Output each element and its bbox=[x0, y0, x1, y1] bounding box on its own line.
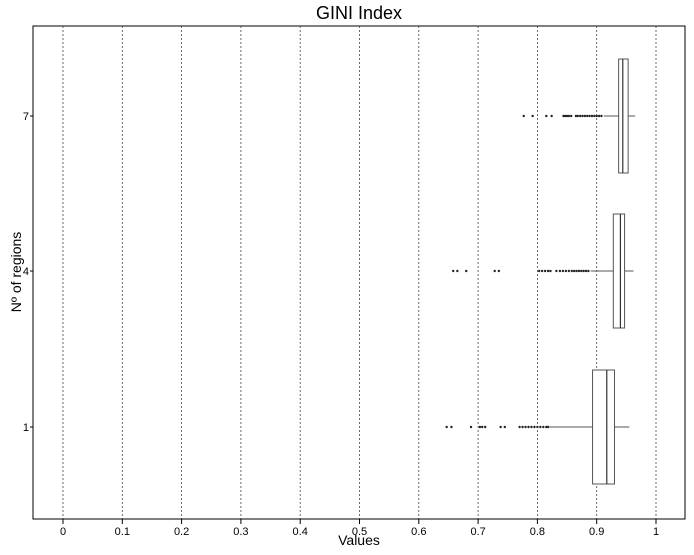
outlier-point bbox=[522, 114, 525, 118]
x-tick-label: 0.4 bbox=[293, 526, 308, 538]
outlier-point bbox=[543, 269, 547, 273]
outlier-point bbox=[561, 269, 565, 273]
box-layer bbox=[445, 58, 636, 485]
outlier-point bbox=[527, 425, 530, 429]
outlier-point bbox=[546, 425, 550, 429]
x-tick-label: 0.2 bbox=[174, 526, 189, 538]
outlier-point bbox=[537, 269, 541, 273]
box-group-4 bbox=[451, 213, 634, 329]
plot-frame bbox=[32, 25, 686, 520]
outlier-point bbox=[469, 425, 473, 429]
outlier-point bbox=[539, 425, 542, 429]
outlier-point bbox=[465, 269, 468, 273]
outlier-point bbox=[542, 425, 545, 429]
outlier-point bbox=[584, 269, 588, 273]
outlier-point bbox=[597, 114, 601, 118]
box-group-1 bbox=[445, 369, 630, 485]
outlier-point bbox=[595, 114, 598, 118]
grid-layer bbox=[62, 26, 657, 519]
outlier-point bbox=[536, 425, 539, 429]
outlier-point bbox=[550, 114, 553, 118]
x-tick-label: 0.7 bbox=[470, 526, 485, 538]
x-tick-label: 0.9 bbox=[589, 526, 604, 538]
outlier-point bbox=[583, 114, 587, 118]
outlier-point bbox=[451, 269, 455, 273]
outlier-point bbox=[540, 269, 544, 273]
outlier-point bbox=[499, 425, 502, 429]
outlier-point bbox=[555, 269, 558, 273]
outlier-point bbox=[590, 114, 594, 118]
y-axis-ticks: 1 4 7 bbox=[23, 111, 33, 434]
outlier-point bbox=[481, 425, 484, 429]
outlier-point bbox=[524, 425, 527, 429]
outlier-point bbox=[580, 269, 583, 273]
box-iqr bbox=[612, 213, 626, 329]
outlier-point bbox=[575, 269, 578, 273]
x-tick-label: 0.8 bbox=[530, 526, 545, 538]
outlier-point bbox=[564, 114, 567, 118]
outlier-point bbox=[450, 425, 453, 429]
outlier-point bbox=[582, 269, 585, 273]
outlier-point bbox=[570, 269, 573, 273]
x-tick-label: 0.6 bbox=[411, 526, 426, 538]
y-tick-label: 1 bbox=[23, 422, 29, 434]
outlier-point bbox=[549, 269, 552, 273]
x-tick-label: 0.5 bbox=[352, 526, 367, 538]
outlier-point bbox=[497, 269, 501, 273]
outlier-point bbox=[587, 269, 590, 273]
outlier-point bbox=[518, 425, 521, 429]
outlier-point bbox=[577, 269, 581, 273]
outlier-point bbox=[493, 269, 496, 273]
outlier-point bbox=[562, 114, 565, 118]
outlier-point bbox=[478, 425, 482, 429]
outlier-point bbox=[456, 269, 459, 273]
x-tick-label: 0.3 bbox=[233, 526, 248, 538]
y-tick-label: 7 bbox=[23, 111, 29, 123]
outlier-point bbox=[545, 114, 548, 118]
outlier-point bbox=[567, 269, 571, 273]
y-tick-label: 4 bbox=[23, 266, 29, 278]
outlier-point bbox=[600, 114, 603, 118]
outlier-point bbox=[576, 114, 579, 118]
outlier-point bbox=[565, 114, 569, 118]
box-iqr bbox=[592, 369, 615, 485]
x-tick-label: 0 bbox=[60, 526, 66, 538]
outlier-point bbox=[503, 425, 506, 429]
outlier-point bbox=[545, 425, 548, 429]
x-axis-ticks: 0 0.1 0.2 0.3 0.4 0.5 0.6 0.7 0.8 0.9 1 bbox=[60, 519, 659, 538]
outlier-point bbox=[567, 114, 571, 118]
outlier-point bbox=[588, 114, 591, 118]
outlier-point bbox=[572, 269, 576, 273]
outlier-point bbox=[578, 114, 582, 118]
box-group-7 bbox=[522, 58, 636, 174]
chart-title: GINI Index bbox=[316, 3, 402, 23]
outlier-point bbox=[530, 425, 533, 429]
outlier-point bbox=[558, 269, 562, 273]
outlier-point bbox=[521, 425, 524, 429]
outlier-point bbox=[570, 114, 573, 118]
outlier-point bbox=[564, 269, 568, 273]
outlier-point bbox=[533, 425, 536, 429]
outlier-point bbox=[531, 114, 534, 118]
x-tick-label: 1 bbox=[653, 526, 659, 538]
x-axis-label: Values bbox=[338, 532, 380, 548]
outlier-point bbox=[593, 114, 596, 118]
outlier-point bbox=[484, 425, 487, 429]
outlier-point bbox=[581, 114, 584, 118]
outlier-point bbox=[445, 425, 448, 429]
outlier-point bbox=[546, 269, 550, 273]
x-tick-label: 0.1 bbox=[115, 526, 130, 538]
y-axis-label: Nº of regions bbox=[8, 232, 24, 313]
outlier-point bbox=[586, 114, 589, 118]
outlier-point bbox=[574, 114, 578, 118]
